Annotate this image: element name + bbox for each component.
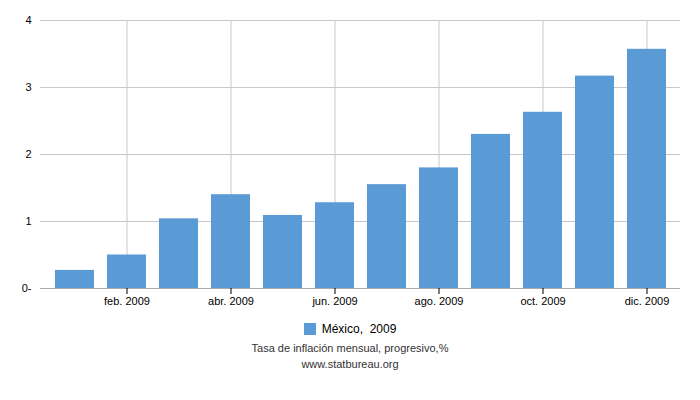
svg-text:abr. 2009: abr. 2009 bbox=[208, 295, 254, 307]
svg-text:3: 3 bbox=[25, 81, 31, 93]
svg-text:feb. 2009: feb. 2009 bbox=[104, 295, 150, 307]
html-text:México, 2009: México, 2009 bbox=[321, 322, 397, 336]
html-text:www.statbureau.org: www.statbureau.org bbox=[301, 358, 399, 370]
svg-text:oct. 2009: oct. 2009 bbox=[520, 295, 565, 307]
svg-text:4: 4 bbox=[25, 14, 31, 26]
html-text:Tasa de inflación mensual, pro: Tasa de inflación mensual, progresivo,% bbox=[251, 342, 449, 354]
svg-text:ago. 2009: ago. 2009 bbox=[415, 295, 464, 307]
svg-text:1: 1 bbox=[25, 215, 31, 227]
svg-text:dic. 2009: dic. 2009 bbox=[625, 295, 670, 307]
svg-text:0-: 0- bbox=[22, 282, 32, 294]
svg-text:jun. 2009: jun. 2009 bbox=[311, 295, 357, 307]
svg-text:2: 2 bbox=[25, 148, 31, 160]
